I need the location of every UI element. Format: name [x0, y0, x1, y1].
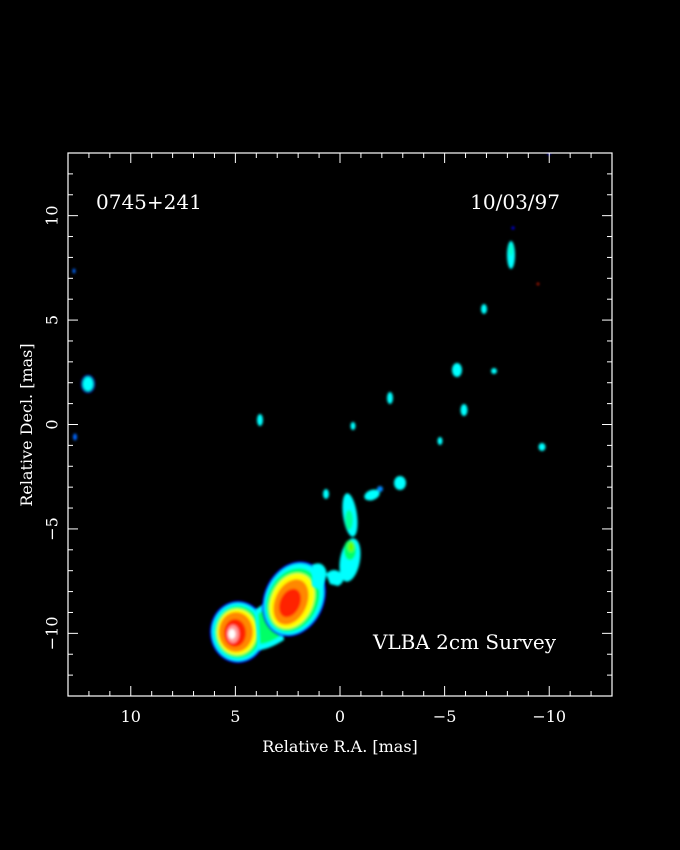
y-tick-label: −10	[43, 616, 62, 650]
survey-label: VLBA 2cm Survey	[372, 630, 557, 654]
x-tick-label: 5	[230, 707, 240, 726]
isolated-emission	[72, 153, 551, 499]
jet-extension	[312, 476, 406, 590]
x-tick-label: 0	[335, 707, 345, 726]
source-name-label: 0745+241	[96, 190, 202, 214]
axis-ticks	[67, 152, 613, 697]
x-tick-label: −5	[433, 707, 457, 726]
y-tick-label: −5	[43, 517, 62, 541]
x-axis-title: Relative R.A. [mas]	[262, 737, 418, 756]
y-tick-label: 0	[43, 419, 62, 429]
y-tick-labels: 10 5 0 −5 −10	[43, 205, 62, 650]
date-label: 10/03/97	[470, 190, 560, 214]
x-tick-labels: 10 5 0 −5 −10	[121, 707, 567, 726]
core-component	[210, 601, 266, 663]
x-tick-label: −10	[532, 707, 566, 726]
y-tick-label: 5	[43, 315, 62, 325]
x-tick-label: 10	[121, 707, 141, 726]
knot-2-component	[262, 561, 326, 637]
y-tick-label: 10	[43, 205, 62, 225]
emission-map	[72, 153, 551, 663]
y-axis-title: Relative Decl. [mas]	[17, 343, 36, 506]
plot-background	[68, 153, 612, 696]
